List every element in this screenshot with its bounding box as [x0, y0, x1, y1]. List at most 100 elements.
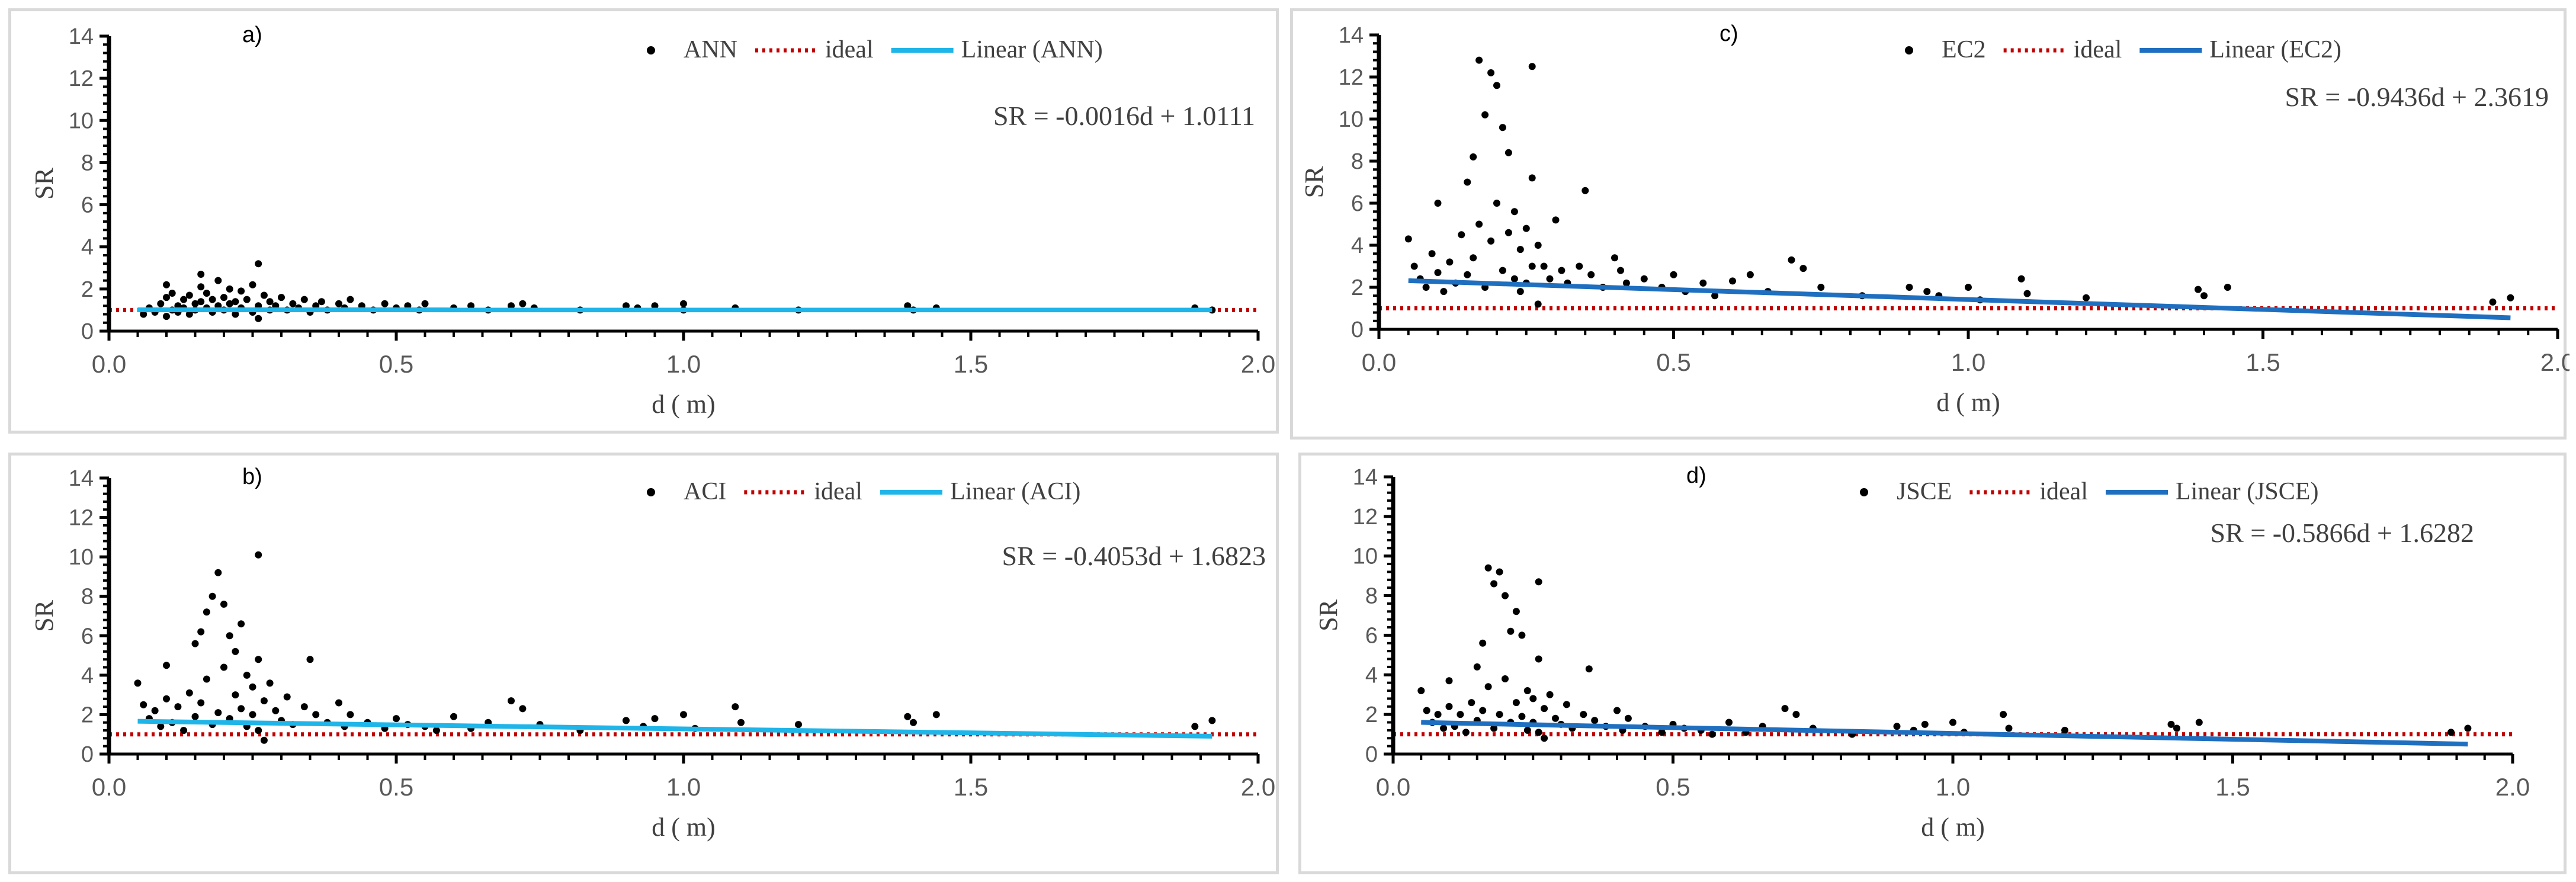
data-point: [1535, 729, 1542, 736]
y-tick-label: 4: [1365, 663, 1378, 688]
data-point: [266, 298, 274, 306]
data-point: [1725, 719, 1733, 726]
x-tick-label: 1.5: [954, 773, 988, 801]
legend-scatter-label: EC2: [1942, 36, 1986, 63]
data-point: [180, 296, 188, 303]
data-point: [185, 689, 193, 697]
data-point: [1404, 235, 1412, 243]
legend-ideal-label: ideal: [2039, 478, 2088, 505]
data-point: [1523, 687, 1531, 694]
data-point: [238, 705, 245, 713]
y-tick-label: 8: [1365, 584, 1378, 609]
y-tick-label: 10: [1353, 544, 1378, 569]
data-point: [214, 569, 222, 576]
x-tick-label: 0.0: [92, 773, 126, 801]
data-point: [1458, 231, 1465, 239]
legend-scatter-marker: [647, 46, 655, 54]
data-point: [220, 663, 227, 671]
data-point: [220, 294, 227, 302]
data-point: [1510, 275, 1518, 283]
chart-a-svg: 0 2 4 6 8 10 12 14 0.0 0.5 1.0 1.5 2.0 d ( m) SR a) ANN i…: [30, 23, 1275, 419]
data-point: [1522, 224, 1530, 232]
data-point: [1528, 63, 1536, 70]
y-tick-label: 12: [69, 506, 94, 531]
data-point: [300, 296, 308, 303]
data-point: [203, 290, 210, 297]
legend-trend-label: Linear (ACI): [950, 478, 1080, 505]
chart-c-svg: 0 2 4 6 8 10 12 14 0.0 0.5 1.0 1.5 2.0 d ( m) SR c) EC2 i…: [1300, 21, 2569, 417]
x-tick-label: 0.0: [1362, 348, 1396, 376]
x-tick-label: 1.5: [2215, 773, 2250, 801]
data-point: [226, 285, 233, 293]
data-point: [904, 713, 912, 720]
data-point: [2200, 292, 2208, 300]
data-point: [1788, 256, 1795, 264]
data-point: [1445, 677, 1453, 685]
data-point: [140, 310, 147, 318]
data-point: [255, 315, 262, 322]
data-point: [393, 715, 400, 723]
chart-panel-a: 0 2 4 6 8 10 12 14 0.0 0.5 1.0 1.5 2.0 d ( m) SR a) ANN i…: [8, 8, 1279, 434]
data-point: [2224, 284, 2231, 291]
data-point: [163, 313, 170, 320]
data-point: [1417, 687, 1425, 694]
y-tick-label: 10: [69, 545, 94, 570]
data-point: [2023, 290, 2031, 297]
data-point: [432, 727, 440, 735]
x-tick-label: 0.5: [379, 773, 413, 801]
y-tick-label: 14: [1339, 23, 1364, 48]
data-point: [185, 310, 193, 318]
data-point: [1434, 200, 1442, 207]
data-point: [249, 683, 256, 691]
legend-scatter-marker: [647, 488, 655, 496]
data-point: [289, 300, 297, 307]
y-tick-label: 14: [69, 466, 94, 491]
data-point: [450, 713, 457, 720]
data-point: [243, 671, 251, 679]
data-point: [1622, 279, 1630, 287]
data-point: [197, 298, 205, 306]
data-point: [2167, 720, 2175, 728]
data-point: [157, 723, 165, 730]
data-point: [255, 551, 262, 559]
y-axis-title: SR: [30, 599, 59, 631]
data-point: [1528, 262, 1536, 270]
x-tick-label: 1.0: [666, 350, 701, 378]
data-point: [1611, 254, 1618, 262]
data-point: [1516, 288, 1524, 296]
data-point: [347, 296, 354, 303]
data-point: [1518, 713, 1526, 720]
data-point: [220, 601, 227, 608]
data-point: [1484, 564, 1492, 572]
data-point: [1504, 149, 1512, 156]
data-point: [226, 632, 233, 640]
data-point: [1473, 663, 1481, 671]
data-point: [249, 281, 256, 288]
data-point: [1781, 705, 1789, 713]
data-point: [932, 711, 940, 719]
data-point: [191, 300, 199, 307]
panel-label: b): [242, 464, 262, 489]
trendline: [1421, 720, 2468, 747]
data-point: [1499, 267, 1506, 274]
data-point: [1434, 269, 1442, 277]
x-axis-title: d ( m): [1936, 388, 2000, 417]
data-point: [163, 294, 170, 302]
legend-trend-label: Linear (JSCE): [2176, 478, 2318, 505]
data-point: [232, 298, 239, 306]
data-point: [1624, 714, 1632, 722]
data-point: [1949, 719, 1956, 726]
data-point: [1479, 639, 1487, 647]
data-point: [1540, 262, 1548, 270]
data-point: [1529, 695, 1537, 703]
x-axis-title: d ( m): [652, 813, 716, 842]
data-point: [260, 697, 268, 705]
legend-ideal-label: ideal: [814, 478, 862, 505]
data-point: [1893, 723, 1901, 730]
data-point: [2005, 724, 2013, 732]
data-point: [1445, 703, 1453, 710]
trendline: [137, 719, 1212, 739]
data-point: [1428, 250, 1436, 258]
data-point: [191, 713, 199, 720]
x-tick-label: 2.0: [1241, 350, 1275, 378]
